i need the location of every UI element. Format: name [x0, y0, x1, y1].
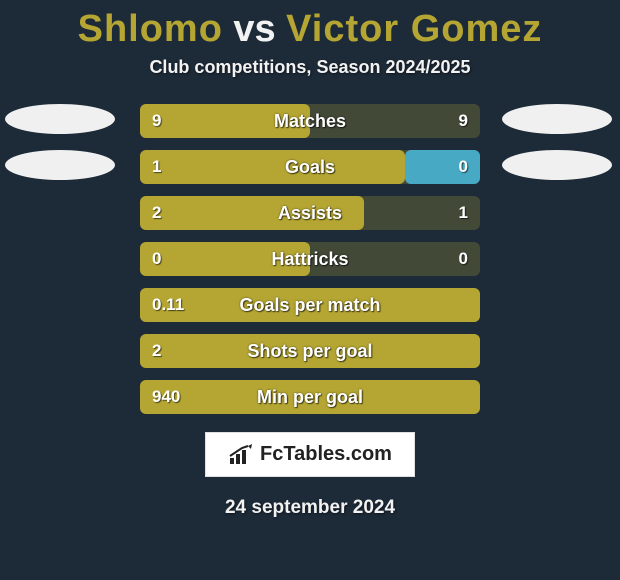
- footer: FcTables.com: [0, 432, 620, 477]
- stat-bar: 00Hattricks: [140, 242, 480, 276]
- comparison-chart: 99Matches 10Goals 21Assists 00Hattricks 0.11…: [0, 104, 620, 414]
- stat-bar: 940Min per goal: [140, 380, 480, 414]
- stat-bar: 0.11Goals per match: [140, 288, 480, 322]
- stat-bar: 10Goals: [140, 150, 480, 184]
- stat-row: 10Goals: [0, 150, 620, 184]
- player1-name: Shlomo: [78, 8, 223, 50]
- stat-label: Min per goal: [140, 380, 480, 414]
- stat-label: Hattricks: [140, 242, 480, 276]
- date-text: 24 september 2024: [0, 497, 620, 519]
- team-ellipse-right: [502, 104, 612, 134]
- stat-row: 99Matches: [0, 104, 620, 138]
- team-ellipse-right: [502, 150, 612, 180]
- chart-icon: [228, 444, 254, 466]
- logo-text: FcTables.com: [260, 443, 392, 466]
- stat-bar: 99Matches: [140, 104, 480, 138]
- stat-label: Assists: [140, 196, 480, 230]
- stat-label: Shots per goal: [140, 334, 480, 368]
- page-title: Shlomo vs Victor Gomez: [0, 0, 620, 51]
- stat-row: 940Min per goal: [0, 380, 620, 414]
- stat-row: 2Shots per goal: [0, 334, 620, 368]
- site-logo: FcTables.com: [205, 432, 415, 477]
- player2-name: Victor Gomez: [286, 8, 542, 50]
- stat-row: 00Hattricks: [0, 242, 620, 276]
- stat-row: 21Assists: [0, 196, 620, 230]
- team-ellipse-left: [5, 104, 115, 134]
- stat-row: 0.11Goals per match: [0, 288, 620, 322]
- stat-label: Matches: [140, 104, 480, 138]
- title-separator: vs: [233, 8, 275, 50]
- stat-label: Goals: [140, 150, 480, 184]
- stat-bar: 2Shots per goal: [140, 334, 480, 368]
- subtitle: Club competitions, Season 2024/2025: [0, 57, 620, 78]
- team-ellipse-left: [5, 150, 115, 180]
- stat-label: Goals per match: [140, 288, 480, 322]
- stat-bar: 21Assists: [140, 196, 480, 230]
